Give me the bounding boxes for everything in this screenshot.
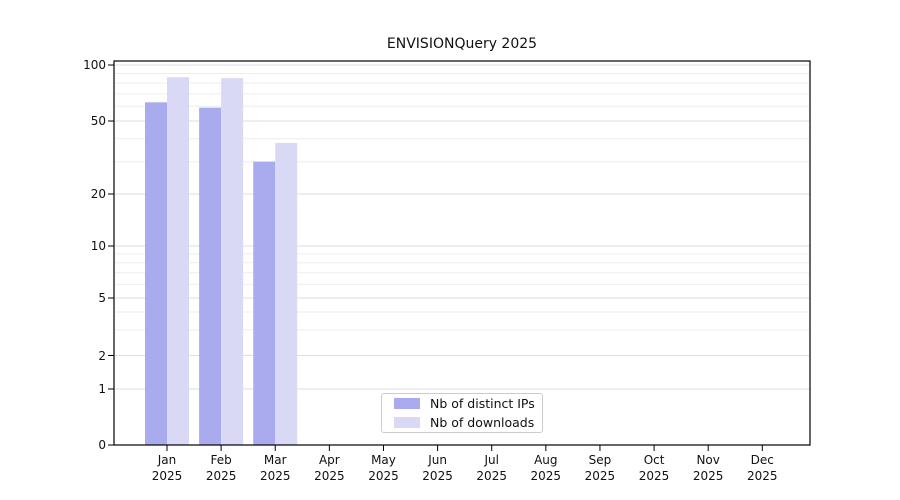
- y-axis-tick-label: 2: [98, 348, 106, 363]
- legend-swatch-distinct-ips: [394, 398, 420, 409]
- y-axis-tick-label: 100: [83, 58, 106, 72]
- x-axis-tick-label: Nov 2025: [692, 453, 724, 483]
- x-axis-tick-label: May 2025: [368, 453, 399, 483]
- legend-label-distinct-ips: Nb of distinct IPs: [430, 396, 535, 411]
- bar-downloads-feb-2025: [221, 78, 244, 445]
- bar-downloads-mar-2025: [275, 142, 298, 445]
- x-axis-tick-label: Feb 2025: [205, 453, 237, 483]
- legend-item-downloads: Nb of downloads: [390, 414, 534, 431]
- x-axis-tick-label: Jan 2025: [151, 453, 183, 483]
- x-axis-tick-label: Mar 2025: [259, 453, 291, 483]
- bar-distinct-ips-jan-2025: [145, 102, 167, 445]
- legend-item-distinct-ips: Nb of distinct IPs: [390, 395, 535, 412]
- bar-distinct-ips-mar-2025: [253, 161, 276, 445]
- plot-border: [113, 60, 811, 446]
- y-axis-tick-label: 5: [98, 291, 106, 305]
- y-axis-tick-label: 10: [90, 239, 106, 253]
- x-axis-tick-label: Oct 2025: [638, 453, 670, 483]
- x-axis-tick-label: Sep 2025: [584, 453, 616, 483]
- legend-label-downloads: Nb of downloads: [430, 415, 535, 430]
- bar-distinct-ips-feb-2025: [199, 107, 222, 446]
- chart-title: ENVISIONQuery 2025: [386, 36, 538, 52]
- y-axis-tick-label: 1: [98, 382, 106, 396]
- x-axis-tick-label: Jul 2025: [476, 453, 507, 483]
- legend: Nb of distinct IPs Nb of downloads: [381, 393, 543, 433]
- y-axis-tick-label: 50: [90, 114, 106, 128]
- y-axis-tick-label: 20: [90, 187, 106, 201]
- x-axis-tick-label: Aug 2025: [530, 453, 562, 483]
- legend-swatch-downloads: [394, 417, 420, 428]
- x-axis-tick-label: Dec 2025: [747, 453, 778, 483]
- x-axis-tick-label: Apr 2025: [314, 453, 345, 483]
- y-axis-tick-label: 0: [98, 438, 106, 452]
- bar-downloads-jan-2025: [167, 77, 189, 445]
- x-axis-tick-label: Jun 2025: [422, 453, 453, 483]
